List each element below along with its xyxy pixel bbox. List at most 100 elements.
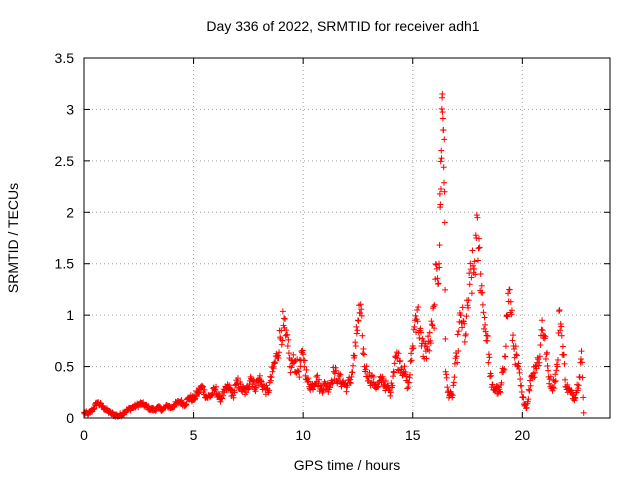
data-point xyxy=(353,323,360,330)
data-point xyxy=(482,321,489,328)
data-point xyxy=(506,286,513,293)
data-point xyxy=(546,380,553,387)
data-point xyxy=(531,369,538,376)
data-point xyxy=(407,371,414,378)
data-point xyxy=(215,390,222,397)
data-point xyxy=(442,335,449,342)
data-point xyxy=(441,136,448,143)
data-point xyxy=(558,323,565,330)
data-point xyxy=(442,286,449,293)
data-point xyxy=(480,309,487,316)
data-point xyxy=(363,363,370,370)
data-point xyxy=(443,374,450,381)
data-point xyxy=(320,386,327,393)
data-point xyxy=(518,382,525,389)
data-point xyxy=(336,372,343,379)
data-point xyxy=(298,348,305,355)
data-point xyxy=(552,371,559,378)
data-point xyxy=(498,379,505,386)
data-point xyxy=(295,368,302,375)
data-point xyxy=(231,389,238,396)
data-point xyxy=(415,304,422,311)
data-point xyxy=(525,396,532,403)
y-tick-label: 1.5 xyxy=(55,256,75,272)
data-point xyxy=(284,331,291,338)
data-point xyxy=(516,369,523,376)
data-point xyxy=(275,354,282,361)
data-point xyxy=(405,379,412,386)
data-point xyxy=(571,394,578,401)
data-point xyxy=(538,326,545,333)
data-point xyxy=(352,339,359,346)
data-point xyxy=(263,382,270,389)
data-point xyxy=(453,353,460,360)
data-point xyxy=(557,327,564,334)
data-point xyxy=(517,376,524,383)
data-point xyxy=(508,307,515,314)
data-point xyxy=(409,345,416,352)
data-point xyxy=(575,382,582,389)
data-point xyxy=(414,307,421,313)
data-point xyxy=(337,371,344,378)
data-point xyxy=(305,378,312,385)
data-point xyxy=(362,366,369,373)
data-point xyxy=(387,392,394,399)
data-point xyxy=(470,262,477,269)
data-point xyxy=(489,381,496,388)
data-point xyxy=(454,331,461,338)
data-point xyxy=(332,364,339,371)
data-point xyxy=(463,313,470,320)
data-point xyxy=(267,377,274,384)
data-point xyxy=(536,359,543,366)
data-point xyxy=(471,258,478,265)
data-point xyxy=(545,367,552,374)
data-point xyxy=(347,376,354,383)
data-point xyxy=(437,185,444,192)
data-point xyxy=(541,332,548,339)
data-point xyxy=(397,357,404,364)
data-point xyxy=(352,343,359,349)
data-point xyxy=(436,264,443,271)
data-point xyxy=(468,274,475,281)
data-point xyxy=(358,312,365,319)
data-point xyxy=(284,343,291,349)
data-point xyxy=(303,366,310,373)
data-point xyxy=(213,383,220,390)
data-point xyxy=(422,340,429,347)
data-point xyxy=(431,325,438,332)
data-point xyxy=(414,318,421,325)
data-point xyxy=(325,388,332,395)
data-point xyxy=(502,353,509,360)
data-point xyxy=(370,373,377,380)
data-point xyxy=(455,328,462,335)
data-point xyxy=(256,372,263,379)
data-point xyxy=(523,405,530,412)
data-point xyxy=(473,212,480,219)
data-point xyxy=(459,324,466,331)
x-tick-label: 15 xyxy=(405,427,421,443)
data-point xyxy=(527,382,534,389)
data-point xyxy=(305,375,312,382)
x-tick-label: 5 xyxy=(190,427,198,443)
data-point xyxy=(294,367,301,374)
data-point xyxy=(294,356,301,363)
data-point xyxy=(488,372,495,379)
data-point xyxy=(523,404,530,411)
data-point xyxy=(562,376,569,383)
data-point xyxy=(487,373,494,380)
data-point xyxy=(535,362,542,369)
y-tick-label: 3.5 xyxy=(55,50,75,66)
data-point xyxy=(191,396,198,403)
data-point xyxy=(280,315,287,322)
data-point xyxy=(579,374,586,381)
data-point xyxy=(282,315,289,322)
data-point xyxy=(360,351,367,358)
plot-frame xyxy=(83,57,611,419)
data-point xyxy=(497,389,504,396)
data-point xyxy=(285,336,292,343)
data-point xyxy=(580,394,587,401)
data-point xyxy=(473,235,480,241)
data-point xyxy=(183,401,190,408)
data-point xyxy=(449,392,456,399)
data-point xyxy=(425,333,432,340)
